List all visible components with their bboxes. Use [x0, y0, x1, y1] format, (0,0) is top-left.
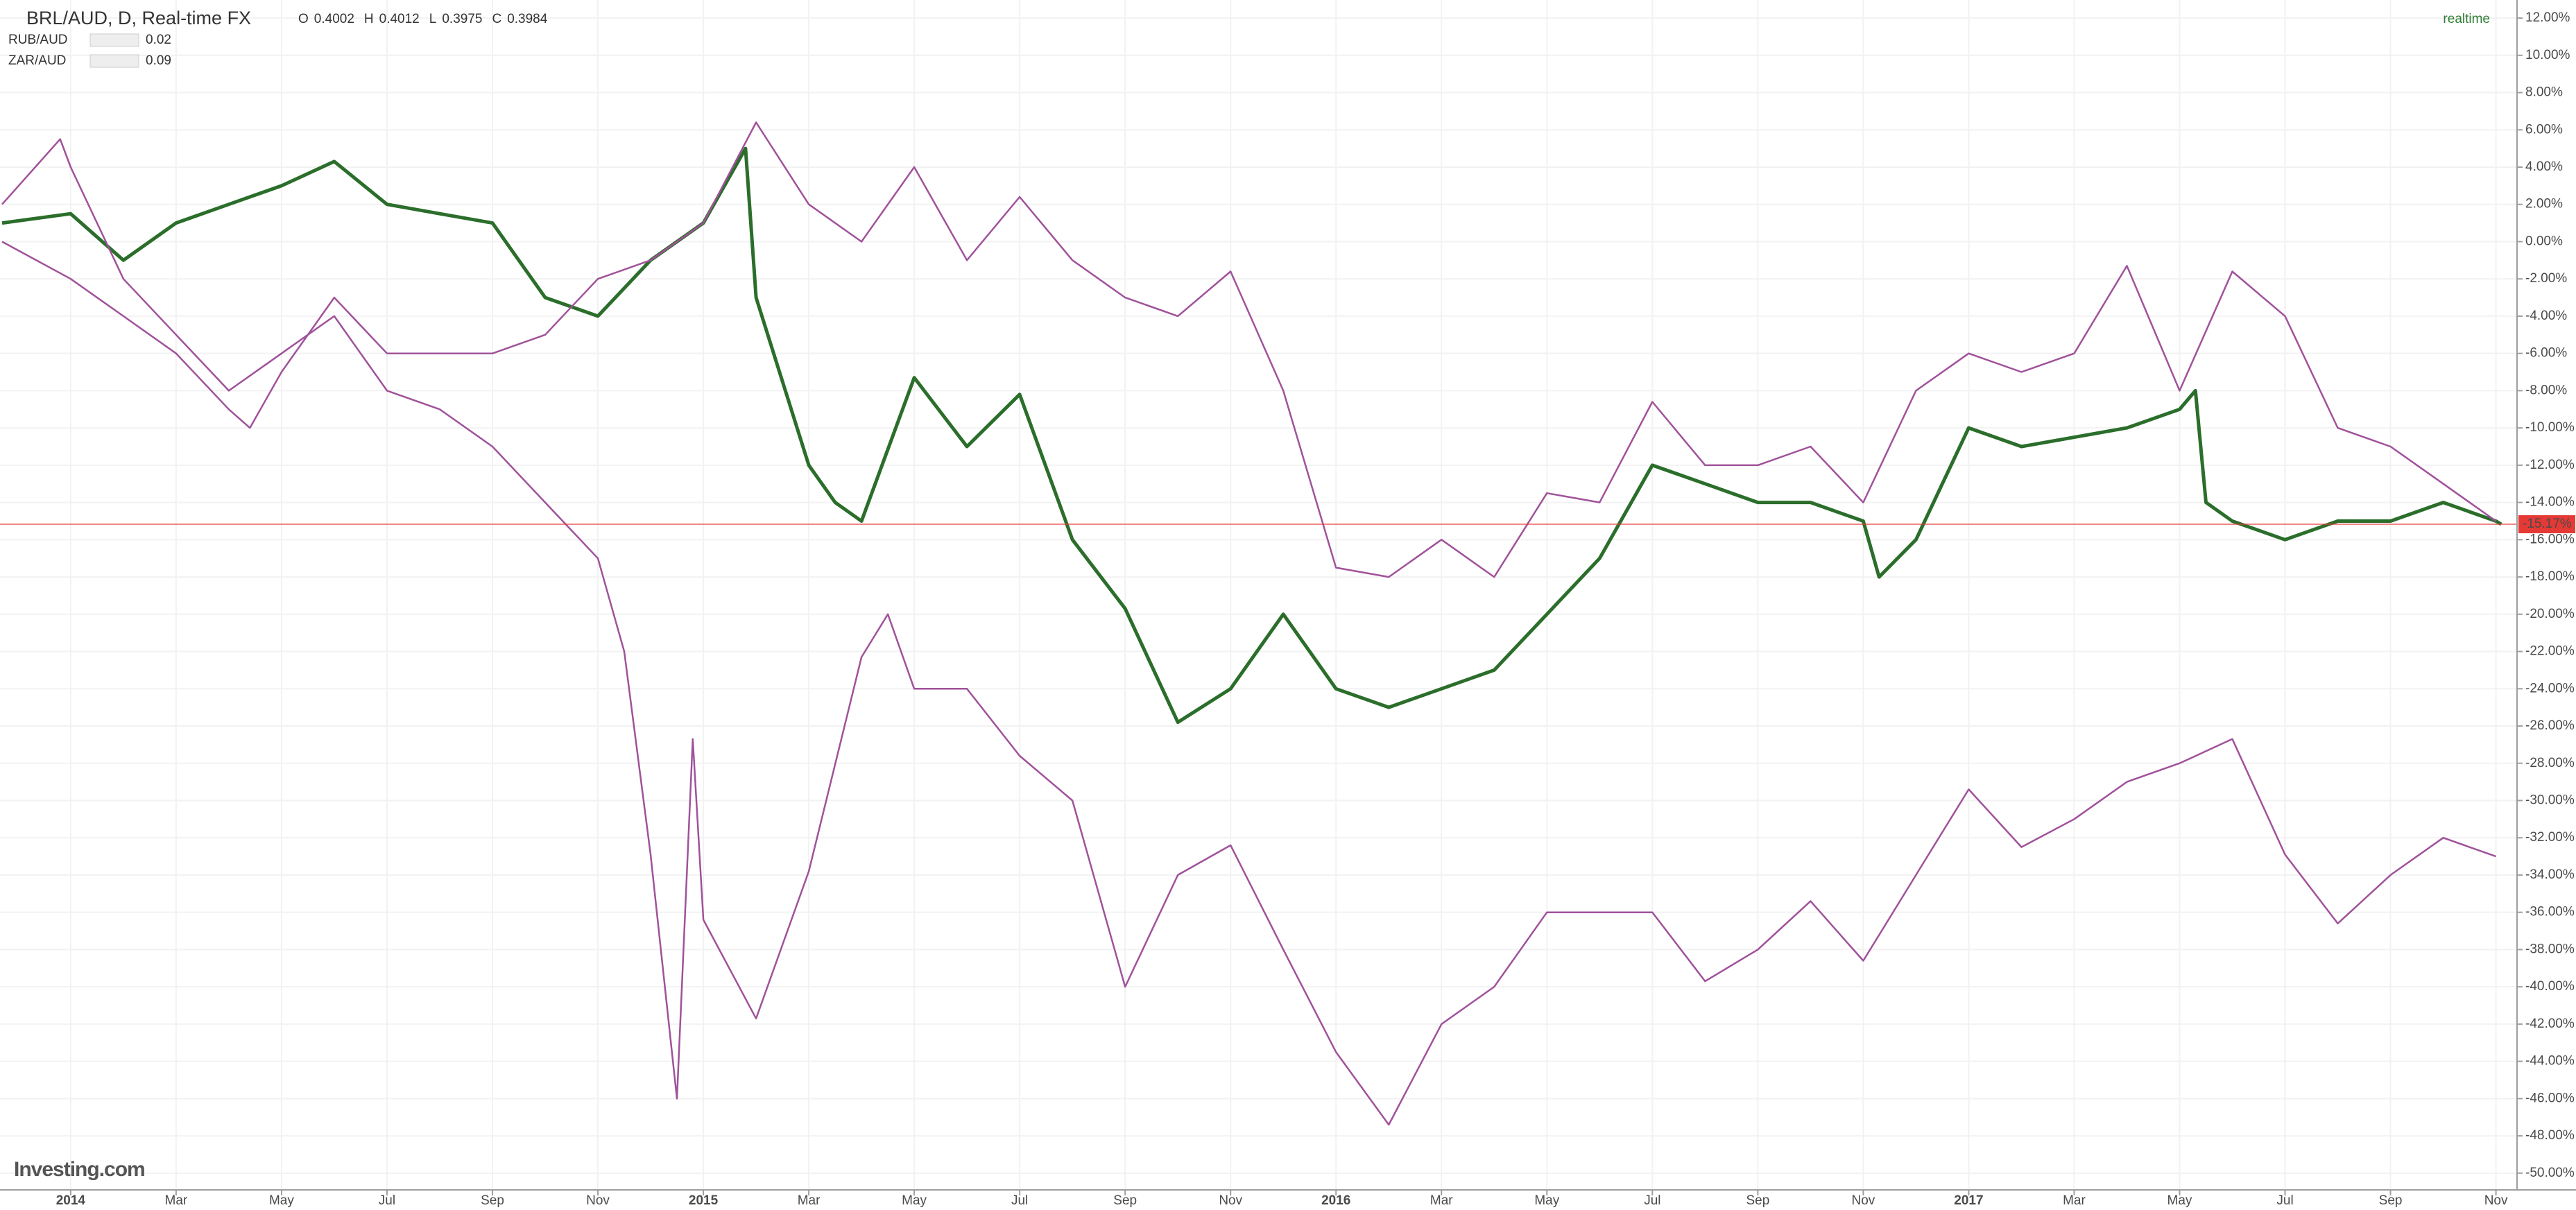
- x-tick-label: Nov: [1852, 1193, 1875, 1208]
- y-tick-label: -12.00%: [2525, 458, 2575, 472]
- y-tick-label: -26.00%: [2525, 718, 2575, 733]
- ohlc-label: H: [364, 12, 374, 26]
- series-line: [1, 138, 2497, 1126]
- y-tick-label: 8.00%: [2525, 85, 2563, 100]
- x-tick-label: 2017: [1954, 1193, 1983, 1208]
- y-tick-label: -40.00%: [2525, 979, 2575, 994]
- y-tick-label: -2.00%: [2525, 271, 2567, 286]
- legend-name: ZAR/AUD: [8, 53, 66, 68]
- y-tick-label: 10.00%: [2525, 48, 2570, 62]
- x-tick-label: May: [269, 1193, 294, 1208]
- grid: [0, 0, 2517, 1190]
- x-tick-label: 2016: [1321, 1193, 1350, 1208]
- y-tick-label: -28.00%: [2525, 756, 2575, 770]
- x-tick-label: May: [902, 1193, 927, 1208]
- status: realtime: [2443, 12, 2490, 26]
- legend-buttons: [89, 54, 139, 68]
- x-tick-label: Jul: [1011, 1193, 1028, 1208]
- x-tick-label: Mar: [165, 1193, 188, 1208]
- price-label: -15.17%: [2523, 517, 2572, 531]
- y-tick-label: -24.00%: [2525, 681, 2575, 695]
- x-tick-label: Nov: [586, 1193, 610, 1208]
- x-tick-label: Jul: [379, 1193, 395, 1208]
- price-label-box: [2518, 515, 2575, 534]
- symbol-title: BRL/AUD, D, Real-time FX: [26, 8, 251, 28]
- y-tick-label: -8.00%: [2525, 383, 2567, 397]
- ohlc-value: 0.3984: [507, 12, 548, 26]
- y-tick-label: -32.00%: [2525, 830, 2575, 845]
- x-tick-label: Nov: [2484, 1193, 2508, 1208]
- plot-area: [0, 121, 2517, 1126]
- x-tick-label: Mar: [798, 1193, 821, 1208]
- x-tick-label: Nov: [1219, 1193, 1242, 1208]
- ohlc-value: 0.4012: [379, 12, 420, 26]
- x-tick-label: Sep: [481, 1193, 504, 1208]
- y-tick-label: -16.00%: [2525, 532, 2575, 546]
- legend-value: 0.02: [146, 33, 171, 47]
- y-tick-label: -30.00%: [2525, 793, 2575, 807]
- y-tick-label: -18.00%: [2525, 569, 2575, 584]
- x-tick-label: Sep: [2379, 1193, 2403, 1208]
- y-tick-label: -22.00%: [2525, 644, 2575, 659]
- y-tick-label: -4.00%: [2525, 309, 2567, 323]
- ohlc-label: C: [492, 12, 501, 26]
- x-tick-label: Mar: [2063, 1193, 2086, 1208]
- y-tick-label: -48.00%: [2525, 1128, 2575, 1143]
- y-tick-label: 2.00%: [2525, 197, 2563, 211]
- y-tick-label: -36.00%: [2525, 905, 2575, 919]
- legend-name: RUB/AUD: [8, 33, 68, 47]
- ohlc-value: 0.4002: [314, 12, 354, 26]
- y-tick-label: -50.00%: [2525, 1166, 2575, 1180]
- y-tick-label: -34.00%: [2525, 867, 2575, 882]
- x-tick-label: Jul: [2276, 1193, 2293, 1208]
- y-tick-label: -6.00%: [2525, 346, 2567, 361]
- legend-value: 0.09: [146, 53, 171, 68]
- y-tick-label: -38.00%: [2525, 942, 2575, 956]
- y-tick-label: -10.00%: [2525, 420, 2575, 435]
- legend-buttons: [89, 33, 139, 47]
- x-tick-label: Jul: [1644, 1193, 1660, 1208]
- x-tick-label: May: [2167, 1193, 2192, 1208]
- y-tick-label: -14.00%: [2525, 495, 2575, 510]
- x-tick-label: Sep: [1746, 1193, 1769, 1208]
- x-tick-label: May: [1534, 1193, 1559, 1208]
- x-tick-label: Sep: [1113, 1193, 1137, 1208]
- ohlc-label: L: [429, 12, 437, 26]
- series-line: [1, 146, 2502, 725]
- ohlc-value: 0.3975: [442, 12, 482, 26]
- x-tick-label: 2014: [56, 1193, 86, 1208]
- y-tick-label: 0.00%: [2525, 234, 2563, 248]
- y-tick-label: -44.00%: [2525, 1054, 2575, 1069]
- x-tick-label: Mar: [1430, 1193, 1453, 1208]
- y-tick-label: 6.00%: [2525, 122, 2563, 137]
- y-tick-label: -20.00%: [2525, 607, 2575, 621]
- ohlc-label: O: [298, 12, 309, 26]
- series-line: [1, 121, 2497, 578]
- y-tick-label: -46.00%: [2525, 1091, 2575, 1105]
- y-tick-label: 4.00%: [2525, 159, 2563, 174]
- logo: Investing.com: [14, 1158, 145, 1181]
- y-tick-label: -42.00%: [2525, 1017, 2575, 1031]
- y-tick-label: 12.00%: [2525, 10, 2570, 25]
- x-tick-label: 2015: [689, 1193, 719, 1208]
